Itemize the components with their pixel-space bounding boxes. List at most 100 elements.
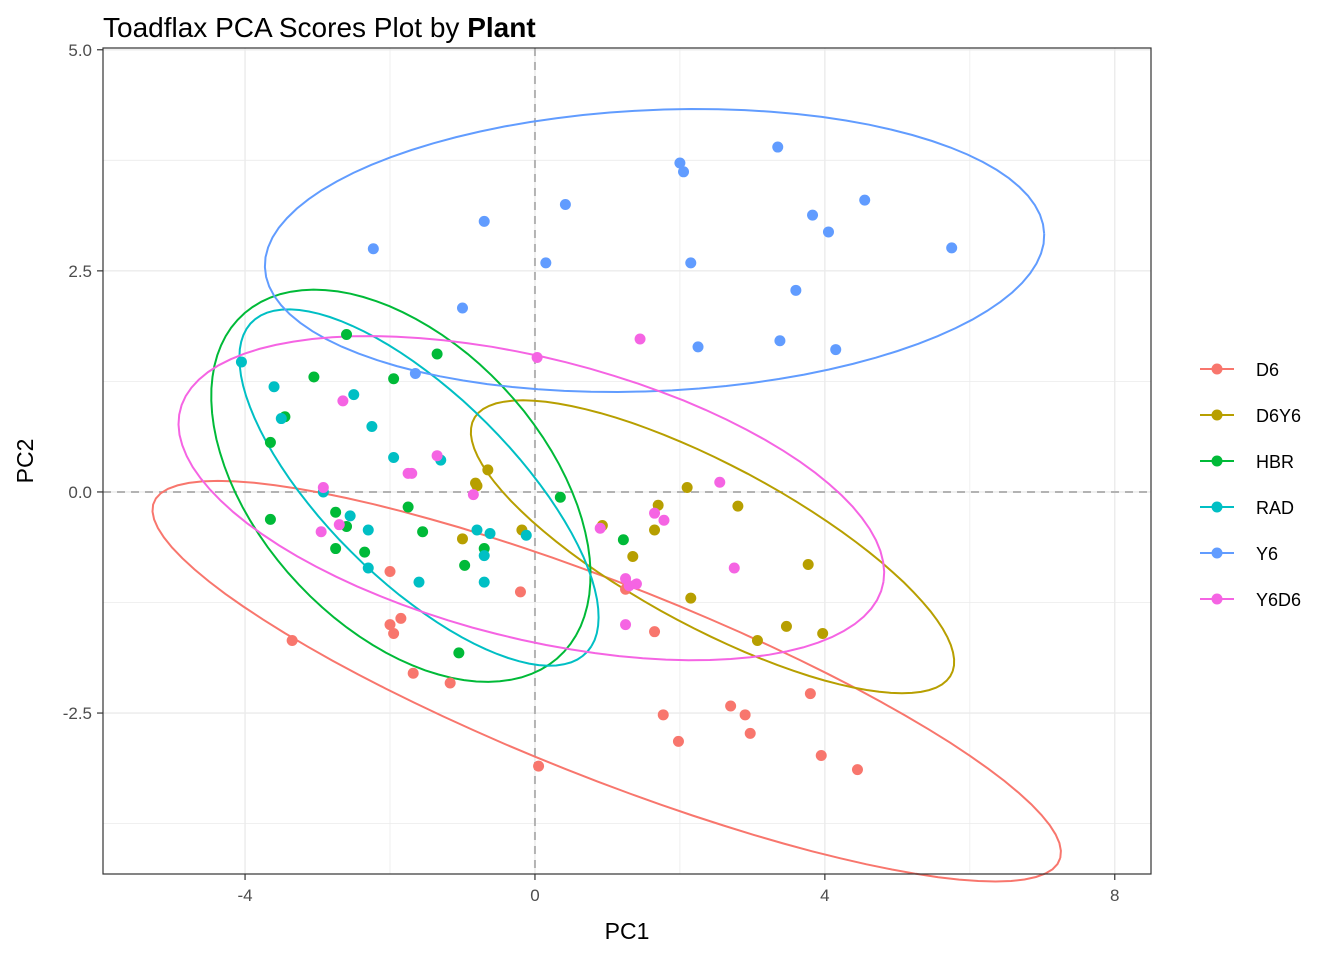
point-hbr [417, 526, 429, 538]
point-y6 [774, 335, 786, 347]
point-d6 [657, 709, 669, 721]
point-d6 [384, 566, 396, 578]
legend-label: D6 [1256, 360, 1279, 380]
point-d6 [815, 749, 827, 761]
point-y6d6 [402, 467, 414, 479]
point-y6 [685, 257, 697, 269]
ellipse-d6 [151, 479, 1062, 883]
point-hbr [264, 513, 276, 525]
y-tick-label: 0.0 [68, 483, 92, 502]
point-y6 [790, 284, 802, 296]
point-hbr [453, 647, 465, 659]
x-tick-label: 4 [820, 886, 829, 905]
legend-item-y6d6: Y6D6 [1200, 590, 1301, 610]
point-rad [520, 529, 532, 541]
point-d6 [407, 667, 419, 679]
ellipse-y6 [263, 107, 1046, 394]
point-rad [362, 562, 374, 574]
ellipse-rad [238, 308, 600, 667]
axes: -4 0 4 8 -2.5 0.0 2.5 5.0 [63, 41, 1120, 905]
point-d6y6 [780, 620, 792, 632]
point-d6 [514, 586, 526, 598]
x-tick-label: 8 [1110, 886, 1119, 905]
point-d6 [533, 760, 545, 772]
point-y6 [540, 257, 552, 269]
point-d6 [744, 727, 756, 739]
x-tick-label: 0 [530, 886, 539, 905]
point-rad [413, 576, 425, 588]
point-d6 [286, 635, 298, 647]
point-d6y6 [817, 627, 829, 639]
point-rad [235, 356, 247, 368]
point-rad [275, 413, 287, 425]
y-tick-label: 2.5 [68, 262, 92, 281]
point-y6d6 [728, 562, 740, 574]
point-hbr [264, 436, 276, 448]
point-y6 [807, 209, 819, 221]
confidence-ellipses [151, 107, 1062, 883]
point-d6 [388, 627, 400, 639]
point-y6 [678, 166, 690, 178]
ellipse-y6d6 [177, 335, 886, 662]
point-rad [362, 524, 374, 536]
reference-lines [103, 48, 1151, 874]
ellipse-d6y6 [469, 399, 956, 695]
point-d6 [739, 709, 751, 721]
point-y6d6 [317, 482, 329, 494]
legend: D6 D6Y6 HBR RAD Y6 Y6D6 [1200, 360, 1301, 610]
point-hbr [330, 506, 342, 518]
point-hbr [308, 371, 320, 383]
point-y6 [559, 199, 571, 211]
point-y6 [456, 302, 468, 314]
legend-item-y6: Y6 [1200, 544, 1278, 564]
legend-key-point [1211, 547, 1223, 559]
y-tick-label: 5.0 [68, 41, 92, 60]
chart-title: Toadflax PCA Scores Plot by Plant [103, 12, 536, 44]
point-rad [388, 451, 400, 463]
point-d6 [649, 626, 661, 638]
point-hbr [388, 373, 400, 385]
point-d6y6 [456, 533, 468, 545]
point-d6y6 [649, 524, 661, 536]
point-y6d6 [431, 450, 443, 462]
point-rad [348, 389, 360, 401]
point-d6y6 [681, 482, 693, 494]
point-y6d6 [634, 333, 646, 345]
point-rad [478, 550, 490, 562]
point-y6d6 [714, 476, 726, 488]
point-y6 [772, 141, 784, 153]
point-d6y6 [471, 480, 483, 492]
point-rad [366, 421, 378, 433]
point-y6d6 [658, 514, 670, 526]
point-y6 [367, 243, 379, 255]
point-y6 [830, 344, 842, 356]
point-y6d6 [620, 619, 632, 631]
point-hbr [554, 491, 566, 503]
point-hbr [359, 546, 371, 558]
chart-title-emphasis: Plant [467, 12, 536, 43]
legend-key-point [1211, 501, 1223, 513]
point-rad [344, 510, 356, 522]
point-rad [484, 528, 496, 540]
y-axis-title: PC2 [12, 439, 38, 484]
data-points [235, 141, 958, 776]
point-y6 [674, 157, 686, 169]
point-d6 [672, 735, 684, 747]
point-y6d6 [630, 578, 642, 590]
point-hbr [330, 543, 342, 555]
point-d6y6 [732, 500, 744, 512]
point-y6 [478, 215, 490, 227]
legend-key-point [1211, 409, 1223, 421]
point-hbr [402, 501, 414, 513]
point-d6y6 [802, 558, 814, 570]
point-d6 [395, 612, 407, 624]
point-d6y6 [482, 464, 494, 476]
legend-item-d6: D6 [1200, 360, 1279, 380]
point-y6 [946, 242, 958, 254]
point-hbr [459, 559, 471, 571]
y-tick-label: -2.5 [63, 704, 92, 723]
point-d6 [384, 619, 396, 631]
chart-title-prefix: Toadflax PCA Scores Plot by [103, 12, 468, 43]
panel-border [102, 47, 1152, 875]
